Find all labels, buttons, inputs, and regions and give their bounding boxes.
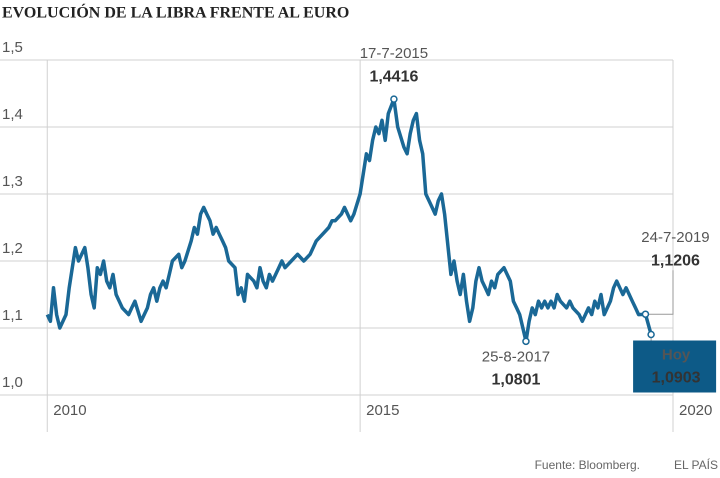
annotation-value: 1,0801 (491, 372, 540, 389)
annotation-date: 25-8-2017 (482, 348, 550, 365)
annotation-point (641, 310, 650, 318)
chart-title: EVOLUCIÓN DE LA LIBRA FRENTE AL EURO (2, 3, 349, 22)
y-tick-label: 1,2 (2, 240, 23, 257)
annotation-point (522, 337, 530, 346)
annotation-point (647, 330, 655, 339)
annotation-date: 24-7-2019 (641, 229, 709, 246)
y-tick-label: 1,1 (2, 307, 23, 324)
price-line (45, 97, 653, 344)
annotation-date: Hoy (662, 346, 691, 363)
source: Fuente: Bloomberg. (535, 458, 640, 472)
annotation-value: 1,1206 (651, 252, 700, 269)
y-tick-label: 1,0 (2, 374, 23, 391)
annotation-value: 1,0903 (652, 370, 701, 387)
x-tick-label: 2020 (679, 402, 712, 419)
leader-line (645, 270, 674, 315)
annotation-value: 1,4416 (369, 68, 418, 85)
annotation-point (390, 95, 398, 103)
y-tick-label: 1,5 (2, 39, 23, 56)
brand: EL PAÍS (674, 457, 718, 472)
annotation-date: 17-7-2015 (360, 45, 428, 62)
x-tick-label: 2010 (53, 402, 86, 419)
x-tick-label: 2015 (366, 402, 399, 419)
y-tick-label: 1,3 (2, 173, 23, 190)
today-box (633, 340, 717, 393)
y-tick-label: 1,4 (2, 106, 23, 123)
